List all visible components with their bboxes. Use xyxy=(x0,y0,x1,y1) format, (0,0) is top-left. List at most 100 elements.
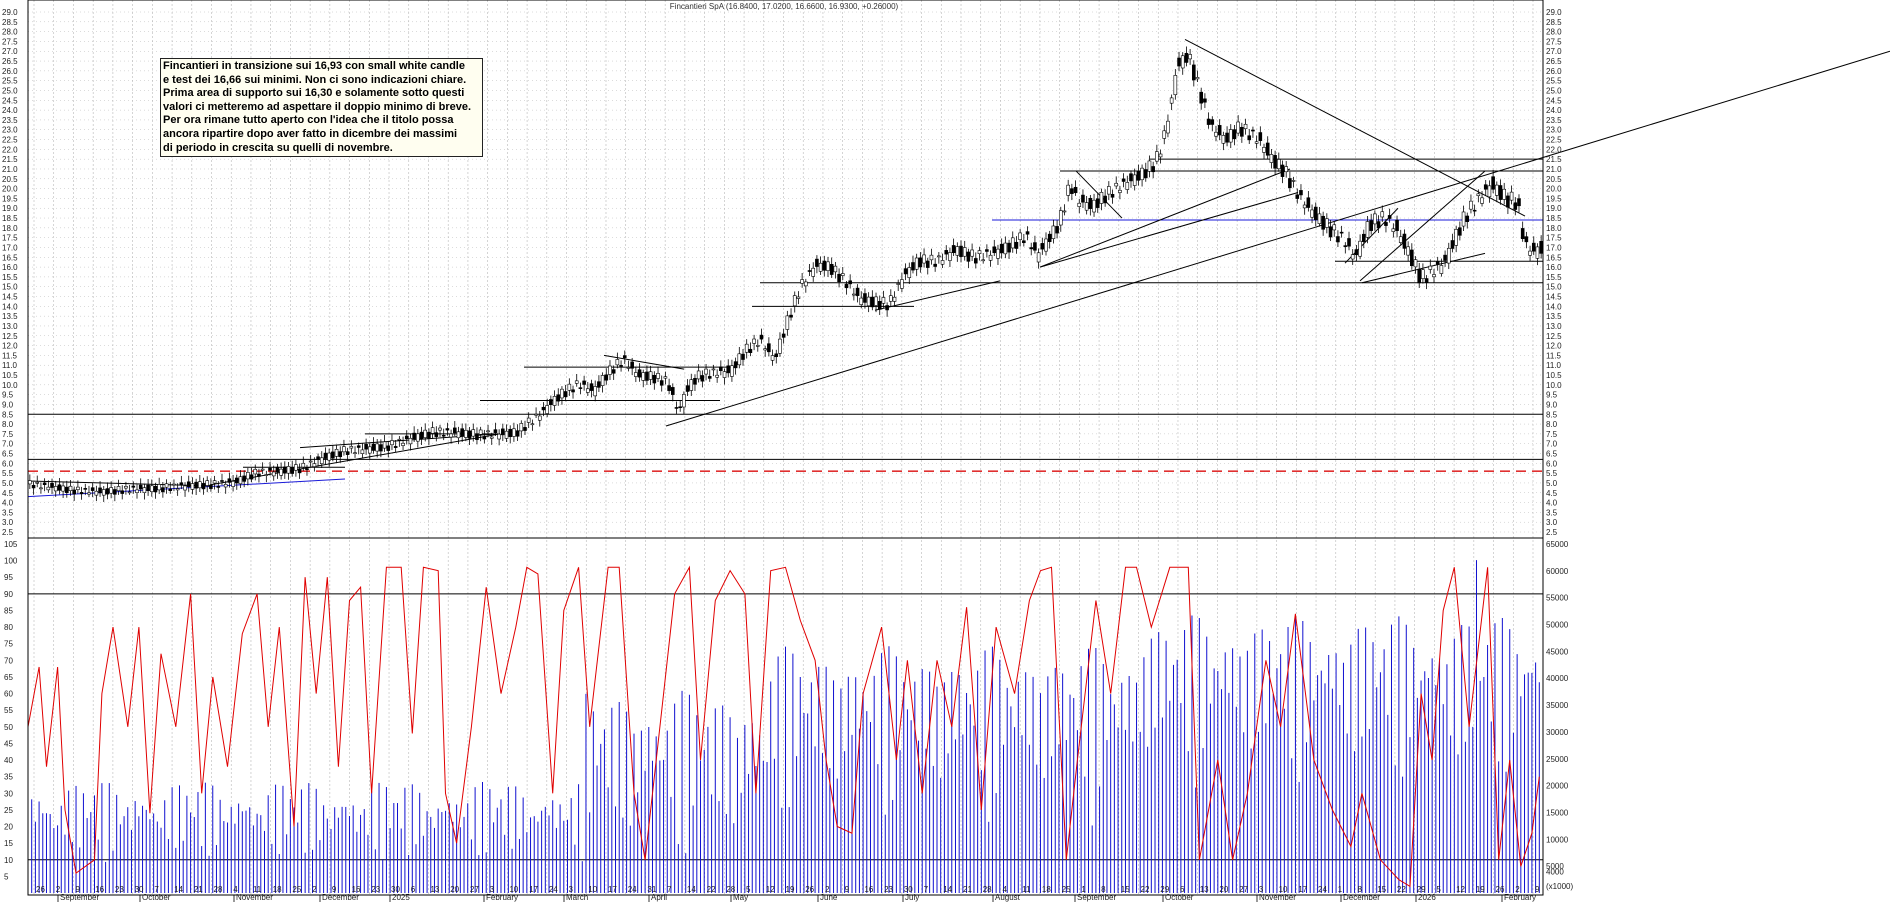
candle-body xyxy=(1155,151,1159,162)
price-tick-right: 25.0 xyxy=(1546,86,1562,95)
candle-body xyxy=(811,267,816,277)
candle-body xyxy=(412,432,416,440)
price-tick-left: 20.0 xyxy=(2,185,18,194)
candle-body xyxy=(523,427,527,431)
candle-body xyxy=(1228,129,1233,143)
candle-body xyxy=(190,483,195,490)
candle-body xyxy=(914,257,919,270)
candle-body xyxy=(1243,123,1248,130)
price-tick-left: 22.0 xyxy=(2,145,18,154)
candle-body xyxy=(308,460,313,463)
candle-body xyxy=(608,365,612,375)
candle-body xyxy=(109,487,113,494)
candle-body xyxy=(1047,233,1052,243)
candle-body xyxy=(1395,219,1399,231)
candle-body xyxy=(534,413,538,416)
candle-body xyxy=(471,429,476,437)
candle-body xyxy=(286,466,291,474)
oscillator-tick: 65 xyxy=(4,673,13,682)
day-tick-label: 24 xyxy=(628,885,637,894)
price-tick-right: 22.5 xyxy=(1546,136,1562,145)
day-tick-label: 20 xyxy=(450,885,459,894)
price-tick-left: 8.0 xyxy=(2,420,14,429)
month-label: November xyxy=(1259,893,1296,902)
candle-body xyxy=(885,305,889,311)
candle-body xyxy=(759,334,764,340)
candle-body xyxy=(1458,227,1462,236)
month-label: December xyxy=(322,893,359,902)
trend-line xyxy=(1359,170,1486,282)
candle-body xyxy=(781,333,786,338)
candle-body xyxy=(356,445,361,448)
candle-body xyxy=(331,451,335,459)
price-tick-left: 25.5 xyxy=(2,77,18,86)
price-tick-left: 27.0 xyxy=(2,47,18,56)
price-tick-left: 29.0 xyxy=(2,8,18,17)
candle-body xyxy=(53,486,58,492)
candle-body xyxy=(1376,221,1381,229)
candle-body xyxy=(1262,147,1266,153)
oscillator-tick: 95 xyxy=(4,573,13,582)
price-tick-left: 10.0 xyxy=(2,381,18,390)
candle-body xyxy=(386,445,391,451)
day-tick-label: 30 xyxy=(135,885,144,894)
price-tick-left: 20.5 xyxy=(2,175,18,184)
day-tick-label: 31 xyxy=(647,885,656,894)
candle-body xyxy=(497,433,501,440)
candle-body xyxy=(940,260,945,265)
candle-body xyxy=(707,376,712,379)
price-tick-left: 14.0 xyxy=(2,302,18,311)
candle-body xyxy=(46,486,51,491)
candle-body xyxy=(76,486,80,490)
candle-body xyxy=(663,376,668,379)
price-tick-right: 9.5 xyxy=(1546,391,1558,400)
candle-body xyxy=(1084,202,1089,211)
day-tick-label: 2 xyxy=(56,885,61,894)
candle-body xyxy=(1450,240,1455,249)
candle-body xyxy=(1258,132,1263,141)
price-tick-left: 26.0 xyxy=(2,67,18,76)
candle-body xyxy=(589,383,594,391)
candle-body xyxy=(238,476,243,485)
candle-body xyxy=(512,428,516,437)
candle-body xyxy=(1081,194,1085,203)
day-tick-label: 16 xyxy=(352,885,361,894)
candle-body xyxy=(630,361,634,369)
day-tick-label: 30 xyxy=(391,885,400,894)
day-tick-label: 3 xyxy=(490,885,495,894)
candle-body xyxy=(28,480,32,485)
oscillator-tick: 45 xyxy=(4,739,13,748)
day-tick-label: 14 xyxy=(687,885,696,894)
oscillator-tick: 30 xyxy=(4,789,13,798)
candle-body xyxy=(763,348,767,351)
price-tick-left: 18.5 xyxy=(2,214,18,223)
day-tick-label: 5 xyxy=(1436,885,1441,894)
day-tick-label: 14 xyxy=(174,885,183,894)
candle-body xyxy=(408,437,413,445)
price-tick-right: 18.0 xyxy=(1546,224,1562,233)
candle-body xyxy=(1539,241,1543,254)
price-tick-right: 13.5 xyxy=(1546,312,1562,321)
candle-body xyxy=(220,480,224,482)
day-tick-label: 9 xyxy=(1535,885,1540,894)
month-label: October xyxy=(1165,893,1194,902)
candle-body xyxy=(101,489,106,496)
candle-body xyxy=(83,488,88,490)
candle-body xyxy=(1347,238,1351,247)
candle-body xyxy=(574,380,579,384)
candle-body xyxy=(578,387,583,389)
candle-body xyxy=(796,296,801,299)
candle-body xyxy=(918,257,923,268)
candle-body xyxy=(142,487,147,494)
candle-body xyxy=(1321,215,1325,230)
candle-body xyxy=(567,383,572,391)
price-tick-right: 14.5 xyxy=(1546,293,1562,302)
price-tick-right: 21.5 xyxy=(1546,155,1562,164)
candle-body xyxy=(1125,182,1130,190)
candle-body xyxy=(656,372,660,379)
month-label: April xyxy=(651,893,667,902)
candle-body xyxy=(445,428,450,431)
candle-body xyxy=(770,355,775,361)
candle-body xyxy=(312,463,317,467)
chart-title: Fincantieri SpA (16.8400, 17.0200, 16.66… xyxy=(670,2,899,11)
